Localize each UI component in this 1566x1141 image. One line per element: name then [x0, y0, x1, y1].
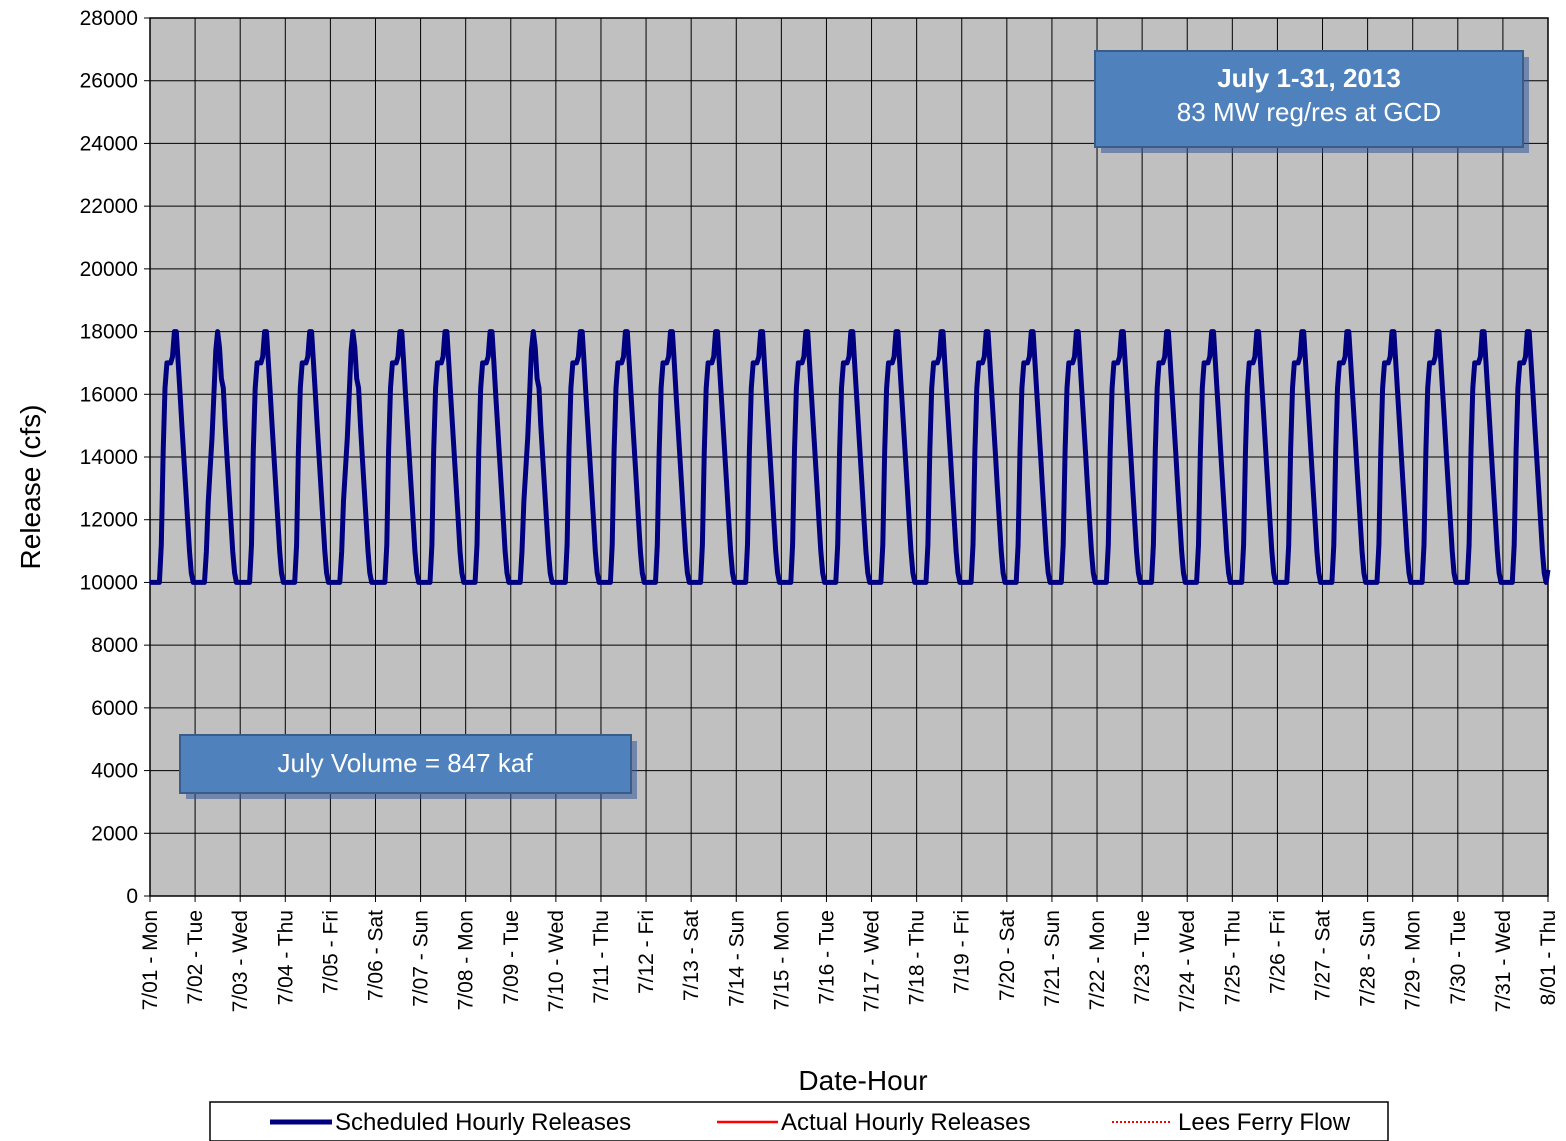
- y-tick-label: 6000: [91, 697, 138, 720]
- legend-label-lees-ferry: Lees Ferry Flow: [1178, 1109, 1351, 1136]
- x-tick-label: 7/04 - Thu: [274, 910, 297, 1005]
- y-tick-label: 22000: [80, 195, 138, 218]
- legend-label-actual: Actual Hourly Releases: [781, 1109, 1030, 1136]
- x-tick-label: 7/18 - Thu: [906, 910, 929, 1005]
- volume-label: July Volume = 847 kaf: [277, 748, 533, 778]
- x-tick-label: 7/13 - Sat: [680, 910, 703, 1001]
- y-tick-label: 12000: [80, 509, 138, 532]
- y-tick-label: 14000: [80, 446, 138, 469]
- x-tick-label: 7/22 - Mon: [1086, 910, 1109, 1010]
- y-tick-label: 16000: [80, 383, 138, 406]
- y-tick-label: 24000: [80, 132, 138, 155]
- x-tick-label: 7/09 - Tue: [500, 910, 523, 1005]
- x-tick-label: 7/17 - Wed: [861, 910, 884, 1012]
- x-tick-label: 7/28 - Sun: [1357, 910, 1380, 1007]
- x-tick-label: 7/27 - Sat: [1312, 910, 1335, 1001]
- legend: Scheduled Hourly Releases Actual Hourly …: [209, 1101, 1389, 1141]
- y-axis-title: Release (cfs): [15, 405, 46, 570]
- x-tick-label: 7/02 - Tue: [184, 910, 207, 1005]
- y-tick-label: 28000: [80, 7, 138, 30]
- y-tick-label: 0: [126, 885, 138, 908]
- y-tick-label: 8000: [91, 634, 138, 657]
- chart-subtitle: 83 MW reg/res at GCD: [1177, 97, 1441, 127]
- y-tick-label: 2000: [91, 822, 138, 845]
- x-tick-label: 7/21 - Sun: [1041, 910, 1064, 1007]
- y-axis-ticks: 0 2000 4000 6000 8000 10000 12000 14000 16000 180…: [80, 7, 150, 908]
- x-tick-label: 7/20 - Sat: [996, 910, 1019, 1001]
- x-tick-label: 7/11 - Thu: [590, 910, 613, 1004]
- x-tick-label: 7/24 - Wed: [1176, 910, 1199, 1012]
- y-tick-label: 10000: [80, 571, 138, 594]
- y-tick-label: 20000: [80, 258, 138, 281]
- x-tick-label: 7/23 - Tue: [1131, 910, 1154, 1005]
- x-tick-label: 7/14 - Sun: [725, 910, 748, 1007]
- y-tick-label: 26000: [80, 70, 138, 93]
- x-axis-ticks: 7/01 - Mon 7/02 - Tue 7/03 - Wed 7/04 - Thu…: [139, 896, 1560, 1012]
- x-tick-label: 8/01 - Thu: [1537, 910, 1560, 1005]
- x-tick-label: 7/06 - Sat: [364, 910, 387, 1001]
- x-tick-label: 7/31 - Wed: [1492, 910, 1515, 1012]
- x-tick-label: 7/30 - Tue: [1447, 910, 1470, 1005]
- x-tick-label: 7/12 - Fri: [635, 910, 658, 994]
- x-tick-label: 7/08 - Mon: [455, 910, 478, 1010]
- x-tick-label: 7/05 - Fri: [319, 910, 342, 994]
- scheduled-hourly-releases-line: [149, 329, 1551, 585]
- x-tick-label: 7/03 - Wed: [229, 910, 252, 1012]
- x-axis-title: Date-Hour: [798, 1065, 927, 1096]
- x-tick-label: 7/29 - Mon: [1402, 910, 1425, 1010]
- x-tick-label: 7/26 - Fri: [1266, 910, 1289, 994]
- volume-annotation-box: July Volume = 847 kaf: [179, 734, 637, 799]
- x-tick-label: 7/25 - Thu: [1221, 910, 1244, 1005]
- x-tick-label: 7/15 - Mon: [770, 910, 793, 1010]
- legend-label-scheduled: Scheduled Hourly Releases: [335, 1109, 631, 1136]
- chart-title: July 1-31, 2013: [1217, 63, 1401, 93]
- title-annotation-box: July 1-31, 2013 83 MW reg/res at GCD: [1094, 50, 1529, 153]
- x-tick-label: 7/07 - Sun: [410, 910, 433, 1007]
- y-tick-label: 4000: [91, 760, 138, 783]
- x-tick-label: 7/10 - Wed: [545, 910, 568, 1012]
- x-tick-label: 7/16 - Tue: [815, 910, 838, 1005]
- x-tick-label: 7/19 - Fri: [951, 910, 974, 994]
- y-tick-label: 18000: [80, 321, 138, 344]
- x-tick-label: 7/01 - Mon: [139, 910, 162, 1010]
